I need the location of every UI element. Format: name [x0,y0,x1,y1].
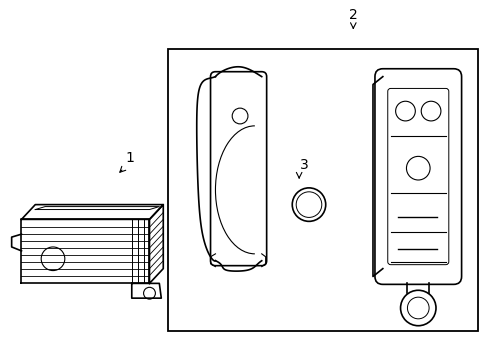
Bar [168,49,477,330]
Text: 1: 1 [125,151,134,165]
Text: 3: 3 [299,158,308,172]
Text: 2: 2 [348,9,357,22]
